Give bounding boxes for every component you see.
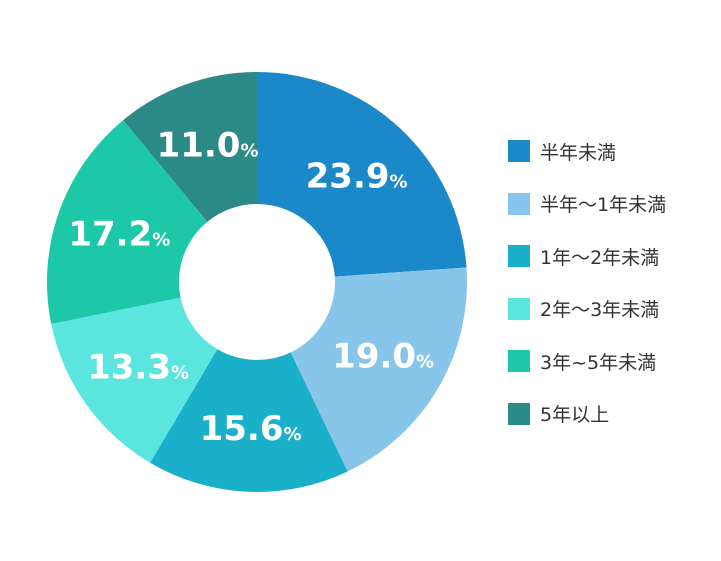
legend-swatch <box>508 297 530 320</box>
slice-value-label: 13.3% <box>87 348 189 388</box>
legend-item: 3年~5年未満 <box>508 348 666 374</box>
slice-value-label: 17.2% <box>68 214 170 254</box>
legend-swatch <box>508 140 530 162</box>
pie-slice <box>290 267 467 472</box>
pie-slice <box>150 349 348 492</box>
pie-slice <box>257 72 467 277</box>
legend-item: 半年未満 <box>508 138 666 164</box>
pie-slice <box>47 120 208 324</box>
legend-swatch <box>508 350 530 373</box>
legend-label: 3年~5年未満 <box>540 351 657 374</box>
legend-swatch <box>508 402 530 425</box>
legend-label: 5年以上 <box>540 404 610 427</box>
chart-legend: 半年未満半年〜1年未満 1年〜2年未満 2年〜3年未満 3年~5年未満 5年以上 <box>508 138 666 454</box>
legend-item: 1年〜2年未満 <box>508 243 666 269</box>
slice-value-label: 11.0% <box>157 126 259 166</box>
slice-value-label: 19.0% <box>332 337 434 377</box>
legend-label: 2年〜3年未満 <box>540 299 660 322</box>
slice-value-label: 23.9% <box>306 156 408 196</box>
legend-swatch <box>508 192 530 215</box>
slice-value-label: 15.6% <box>200 409 302 449</box>
legend-swatch <box>508 245 530 268</box>
legend-item: 半年〜1年未満 <box>508 191 666 217</box>
legend-label: 1年〜2年未満 <box>540 246 660 269</box>
pie-slice <box>51 297 218 463</box>
legend-label: 半年〜1年未満 <box>540 194 667 217</box>
pie-slice <box>123 72 257 222</box>
legend-item: 2年〜3年未満 <box>508 296 666 322</box>
legend-label: 半年未満 <box>540 141 617 164</box>
legend-item: 5年以上 <box>508 401 666 427</box>
